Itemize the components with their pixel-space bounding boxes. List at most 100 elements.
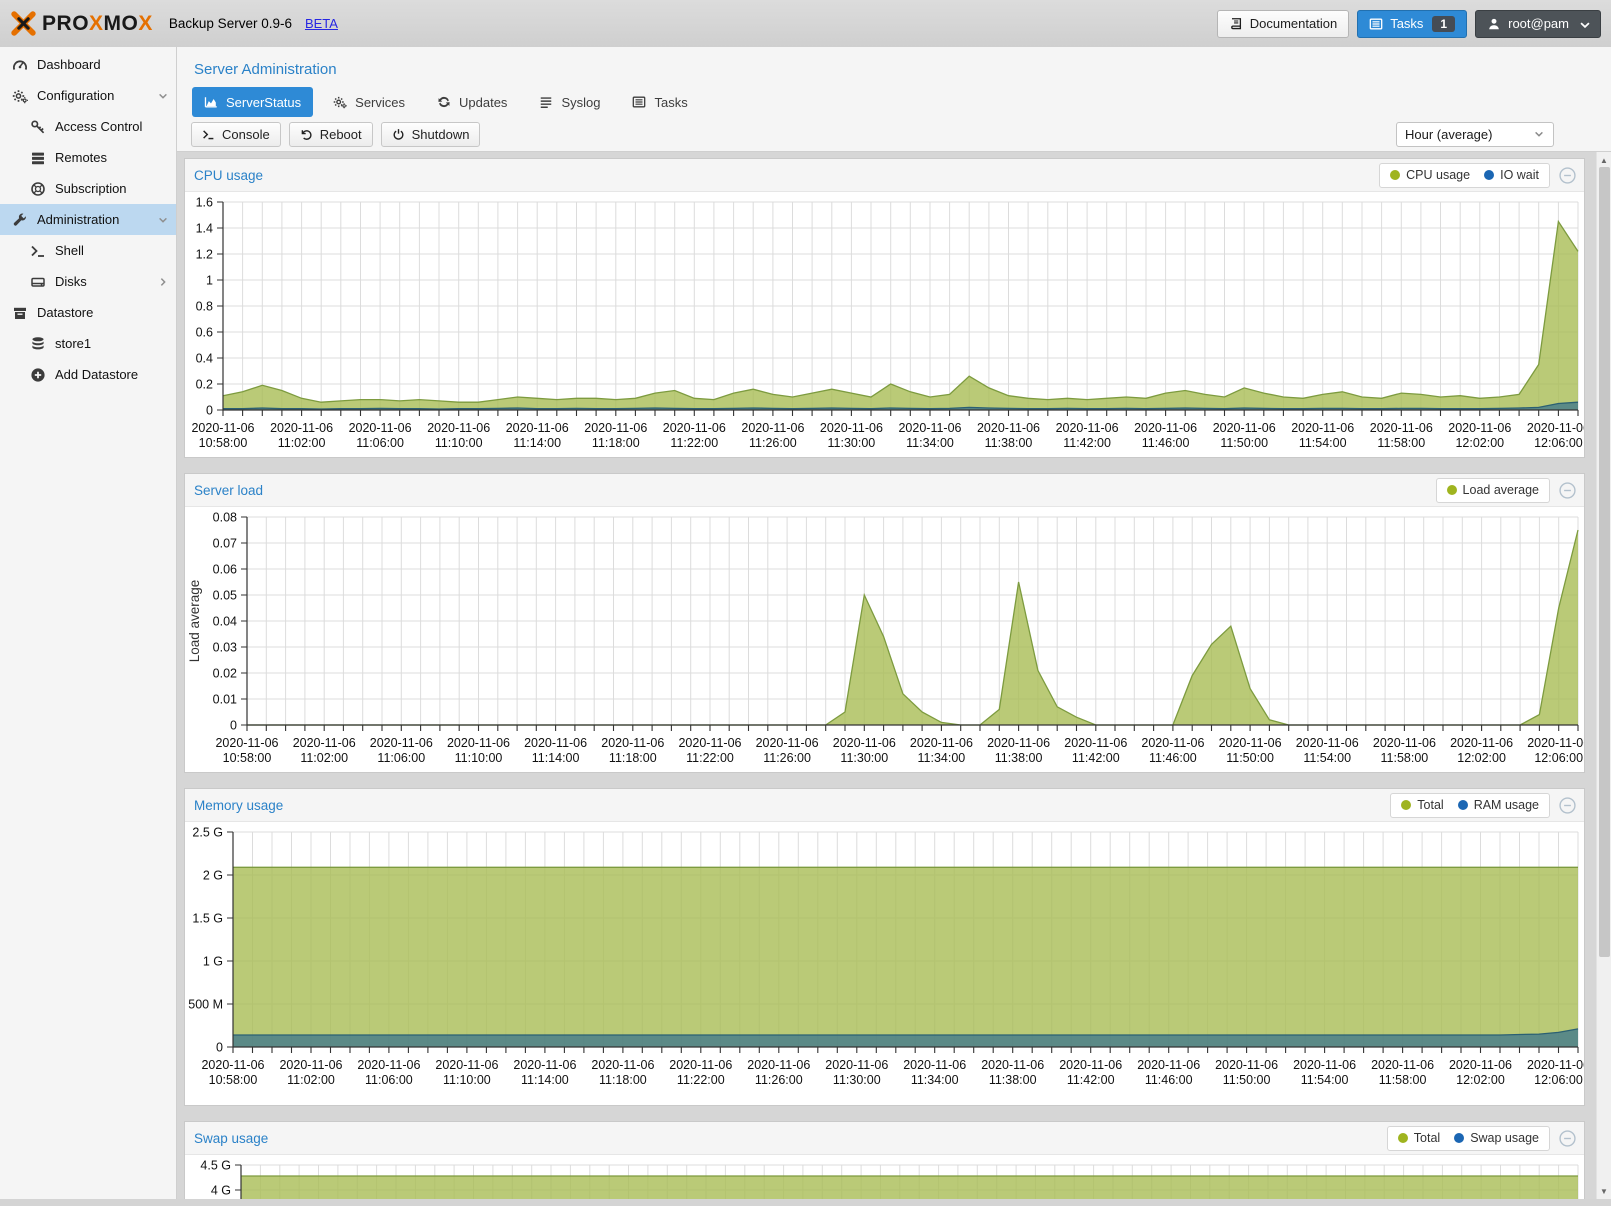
svg-text:2020-11-06: 2020-11-06 — [513, 1058, 576, 1072]
collapse-panel-icon[interactable] — [1559, 1129, 1576, 1147]
svg-text:2020-11-06: 2020-11-06 — [898, 421, 961, 435]
collapse-panel-icon[interactable] — [1559, 796, 1576, 814]
svg-text:11:22:00: 11:22:00 — [686, 751, 734, 765]
chevron-down-icon[interactable] — [157, 214, 169, 226]
svg-text:2020-11-06: 2020-11-06 — [820, 421, 883, 435]
svg-text:2020-11-06: 2020-11-06 — [427, 421, 490, 435]
sidebar-item-remotes[interactable]: Remotes — [0, 142, 176, 173]
legend-item-load-average[interactable]: Load average — [1446, 483, 1539, 497]
sidebar-item-disks[interactable]: Disks — [0, 266, 176, 297]
reboot-button[interactable]: Reboot — [288, 121, 373, 147]
tab-updates[interactable]: Updates — [425, 87, 519, 117]
svg-text:2020-11-06: 2020-11-06 — [349, 421, 412, 435]
sidebar-item-configuration[interactable]: Configuration — [0, 80, 176, 111]
svg-text:0.6: 0.6 — [196, 326, 213, 340]
shutdown-button[interactable]: Shutdown — [380, 121, 481, 147]
book-icon — [1229, 17, 1243, 31]
sidebar-item-dashboard[interactable]: Dashboard — [0, 49, 176, 80]
svg-text:0.05: 0.05 — [213, 589, 237, 603]
legend-item-cpu-usage[interactable]: CPU usage — [1390, 168, 1470, 182]
svg-text:0.2: 0.2 — [196, 378, 213, 392]
toolbar: Console Reboot Shutdown Hour (average) — [177, 117, 1611, 152]
svg-text:11:06:00: 11:06:00 — [365, 1073, 413, 1087]
cpu-usage-chart: 00.20.40.60.811.21.41.62020-11-0610:58:0… — [191, 196, 1584, 451]
svg-text:1: 1 — [206, 274, 213, 288]
svg-text:12:06:00: 12:06:00 — [1534, 436, 1583, 450]
chevron-down-icon — [1578, 18, 1590, 29]
svg-text:2020-11-06: 2020-11-06 — [903, 1058, 966, 1072]
scroll-up-arrow[interactable]: ▲ — [1600, 155, 1608, 165]
svg-text:11:50:00: 11:50:00 — [1220, 436, 1268, 450]
documentation-button[interactable]: Documentation — [1216, 9, 1350, 38]
panel-header: Server load Load average — [185, 474, 1584, 507]
charts-scroll-area: CPU usage CPU usage IO wait 0 0.2 0.4 0.6 0.8 1 1… — [177, 152, 1611, 1199]
svg-text:11:22:00: 11:22:00 — [677, 1073, 725, 1087]
svg-text:2.5 G: 2.5 G — [192, 826, 223, 840]
svg-text:12:02:00: 12:02:00 — [1457, 751, 1506, 765]
svg-text:2020-11-06: 2020-11-06 — [825, 1058, 888, 1072]
svg-text:2020-11-06: 2020-11-06 — [524, 736, 587, 750]
product-subtitle: Backup Server 0.9-6 — [168, 16, 292, 31]
svg-text:12:06:00: 12:06:00 — [1534, 751, 1583, 765]
svg-text:2020-11-06: 2020-11-06 — [201, 1058, 264, 1072]
svg-text:2020-11-06: 2020-11-06 — [1291, 421, 1354, 435]
svg-text:11:10:00: 11:10:00 — [435, 436, 483, 450]
svg-text:2020-11-06: 2020-11-06 — [981, 1058, 1044, 1072]
console-button[interactable]: Console — [191, 121, 281, 147]
tab-serverstatus[interactable]: ServerStatus — [192, 87, 314, 117]
svg-text:2020-11-06: 2020-11-06 — [1134, 421, 1197, 435]
svg-text:11:54:00: 11:54:00 — [1303, 751, 1351, 765]
svg-text:11:46:00: 11:46:00 — [1145, 1073, 1193, 1087]
svg-text:1.5 G: 1.5 G — [192, 912, 223, 926]
collapse-panel-icon[interactable] — [1559, 481, 1576, 499]
sidebar-item-store1[interactable]: store1 — [0, 328, 176, 359]
svg-text:2020-11-06: 2020-11-06 — [435, 1058, 498, 1072]
svg-text:0.03: 0.03 — [213, 641, 237, 655]
beta-link[interactable]: BETA — [304, 16, 338, 31]
collapse-panel-icon[interactable] — [1559, 166, 1576, 184]
sidebar-item-access-control[interactable]: Access Control — [0, 111, 176, 142]
svg-text:0.04: 0.04 — [213, 615, 237, 629]
page-title: Server Administration — [194, 61, 337, 78]
sidebar-item-administration[interactable]: Administration — [0, 204, 176, 235]
svg-text:2020-11-06: 2020-11-06 — [191, 421, 254, 435]
svg-text:12:06:00: 12:06:00 — [1534, 1073, 1583, 1087]
svg-text:4.5 G: 4.5 G — [200, 1159, 231, 1173]
legend-item-swap-usage[interactable]: Swap usage — [1454, 1131, 1539, 1145]
svg-text:10:58:00: 10:58:00 — [199, 436, 248, 450]
svg-text:1.2: 1.2 — [196, 248, 213, 262]
legend-item-total[interactable]: Total — [1397, 1131, 1440, 1145]
svg-text:1 G: 1 G — [203, 955, 223, 969]
svg-text:11:30:00: 11:30:00 — [833, 1073, 881, 1087]
sidebar-item-datastore[interactable]: Datastore — [0, 297, 176, 328]
chevron-down-icon[interactable] — [157, 90, 169, 102]
legend-item-ram-usage[interactable]: RAM usage — [1457, 798, 1539, 812]
tab-syslog[interactable]: Syslog — [527, 87, 612, 117]
plus-circle-icon — [30, 367, 46, 383]
svg-text:2020-11-06: 2020-11-06 — [1450, 736, 1513, 750]
svg-text:11:38:00: 11:38:00 — [989, 1073, 1037, 1087]
legend-item-total[interactable]: Total — [1401, 798, 1444, 812]
legend-item-io-wait[interactable]: IO wait — [1484, 168, 1539, 182]
user-icon — [1487, 17, 1501, 31]
tab-services[interactable]: Services — [321, 87, 417, 117]
proxmox-x-icon — [11, 11, 36, 36]
chevron-right-icon[interactable] — [157, 276, 169, 288]
vertical-scrollbar[interactable]: ▲ ▼ — [1596, 152, 1611, 1199]
user-menu-button[interactable]: root@pam — [1475, 9, 1601, 38]
svg-text:2020-11-06: 2020-11-06 — [1213, 421, 1276, 435]
sidebar-item-shell[interactable]: Shell — [0, 235, 176, 266]
svg-text:0.06: 0.06 — [213, 563, 237, 577]
legend-dot-icon — [1397, 1133, 1408, 1143]
tab-tasks[interactable]: Tasks — [620, 87, 699, 117]
scrollbar-thumb[interactable] — [1599, 167, 1610, 957]
tasks-button[interactable]: Tasks 1 — [1357, 9, 1468, 38]
sidebar-item-subscription[interactable]: Subscription — [0, 173, 176, 204]
scroll-down-arrow[interactable]: ▼ — [1600, 1186, 1608, 1196]
svg-text:12:02:00: 12:02:00 — [1455, 436, 1504, 450]
svg-text:2020-11-06: 2020-11-06 — [279, 1058, 342, 1072]
sidebar-item-add-datastore[interactable]: Add Datastore — [0, 359, 176, 390]
undo-icon — [300, 128, 313, 141]
time-range-select[interactable]: Hour (average) — [1396, 121, 1554, 147]
